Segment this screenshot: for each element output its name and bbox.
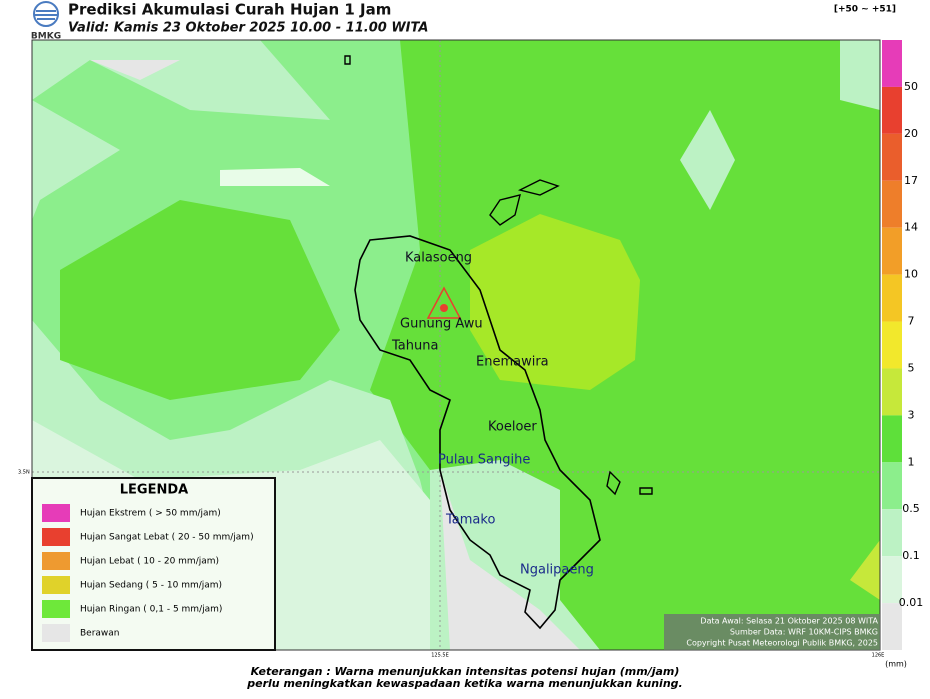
colorbar-segment (882, 86, 902, 134)
subtitle: Valid: Kamis 23 Oktober 2025 10.00 - 11.… (68, 21, 428, 36)
colorbar-unit: (mm) (885, 660, 907, 669)
colorbar-label: 14 (904, 221, 918, 234)
place-label: Pulau Sangihe (438, 453, 530, 468)
place-label: Koeloer (488, 420, 537, 435)
place-label: Gunung Awu (400, 317, 483, 332)
credit-line: Data Awal: Selasa 21 Oktober 2025 08 WIT… (700, 617, 878, 626)
legend-swatch (42, 624, 70, 642)
legend-label: Berawan (80, 629, 120, 639)
legend-label: Hujan Ekstrem ( > 50 mm/jam) (80, 509, 221, 519)
colorbar-label: 3 (908, 408, 915, 421)
colorbar-segment (882, 603, 902, 650)
colorbar-label: 1 (908, 455, 915, 468)
legend-label: Hujan Sangat Lebat ( 20 - 50 mm/jam) (80, 533, 254, 543)
colorbar-segment (882, 415, 902, 463)
colorbar-label: 50 (904, 80, 918, 93)
colorbar-segment (882, 368, 902, 416)
legend-swatch (42, 576, 70, 594)
lat-label: 3.5N (18, 470, 30, 476)
credit-line: Copyright Pusat Meteorologi Publik BMKG,… (686, 639, 878, 648)
place-label: Kalasoeng (405, 251, 472, 266)
legend-swatch (42, 600, 70, 618)
logo-text: BMKG (31, 32, 61, 42)
lon-label: 126E (872, 653, 885, 659)
place-label: Tamako (445, 513, 495, 528)
legend: LEGENDA Hujan Ekstrem ( > 50 mm/jam) Huja… (31, 477, 276, 651)
colorbar-segment (882, 227, 902, 275)
legend-swatch (42, 528, 70, 546)
lon-label: 125.5E (431, 653, 448, 659)
map: Kalasoeng Gunung Awu Tahuna Enemawira Koeloe… (18, 39, 885, 659)
colorbar-label: 0.1 (902, 549, 920, 562)
colorbar-segment (882, 462, 902, 510)
footer: perlu meningkatkan kewaspadaan ketika wa… (246, 677, 682, 690)
colorbar-segment (882, 274, 902, 322)
colorbar-label: 5 (908, 361, 915, 374)
logo: BMKG (31, 1, 61, 42)
credit-line: Sumber Data: WRF 10KM-CIPS BMKG (730, 628, 878, 637)
place-label: Tahuna (391, 339, 438, 354)
colorbar-segment (882, 556, 902, 604)
colorbar-segment (882, 509, 902, 557)
colorbar-segment (882, 133, 902, 181)
colorbar: 50 20 17 14 10 7 5 3 1 0.5 0.1 0.01 (882, 40, 923, 650)
legend-label: Hujan Ringan ( 0,1 - 5 mm/jam) (80, 605, 222, 615)
legend-swatch (42, 552, 70, 570)
colorbar-segment (882, 40, 902, 87)
colorbar-label: 0.5 (902, 502, 920, 515)
credits: Data Awal: Selasa 21 Oktober 2025 08 WIT… (664, 614, 880, 650)
legend-swatch (42, 504, 70, 522)
colorbar-label: 7 (908, 315, 915, 328)
colorbar-label: 20 (904, 127, 918, 140)
place-label: Enemawira (476, 355, 549, 370)
place-label: Ngalipaeng (520, 563, 594, 578)
colorbar-label: 10 (904, 268, 918, 281)
range-note: [+50 ~ +51] (834, 5, 896, 15)
colorbar-segment (882, 321, 902, 369)
colorbar-segment (882, 180, 902, 228)
footer: Keterangan : Warna menunjukkan intensita… (251, 665, 680, 678)
legend-title: LEGENDA (120, 483, 188, 498)
legend-label: Hujan Lebat ( 10 - 20 mm/jam) (80, 557, 219, 567)
title: Prediksi Akumulasi Curah Hujan 1 Jam (68, 1, 391, 19)
legend-label: Hujan Sedang ( 5 - 10 mm/jam) (80, 581, 222, 591)
colorbar-label: 17 (904, 174, 918, 187)
colorbar-label: 0.01 (899, 596, 924, 609)
